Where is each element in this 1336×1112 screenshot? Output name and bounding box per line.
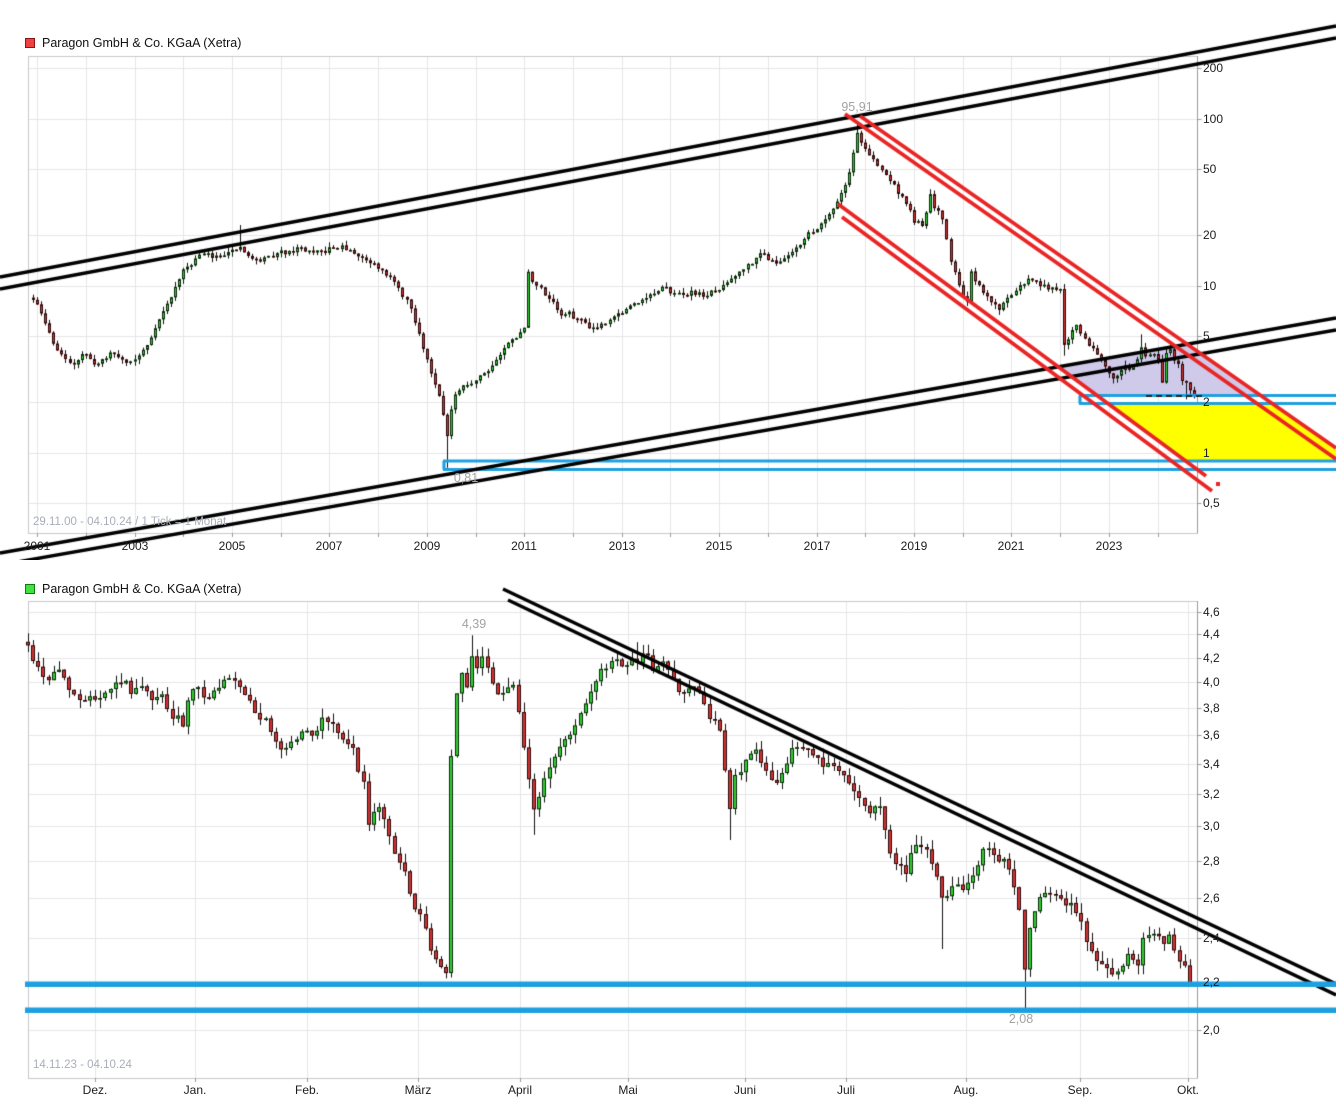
monthly-chart-canvas[interactable]: [0, 0, 1336, 560]
daily-chart-legend[interactable]: Paragon GmbH & Co. KGaA (Xetra): [25, 582, 241, 596]
monthly-date-range: 29.11.00 - 04.10.24 / 1 Tick = 1 Monat: [33, 516, 227, 528]
monthly-chart-legend[interactable]: Paragon GmbH & Co. KGaA (Xetra): [25, 36, 241, 50]
red-series-marker-icon: [25, 38, 35, 48]
daily-date-range: 14.11.23 - 04.10.24: [33, 1059, 132, 1071]
daily-chart-title: Paragon GmbH & Co. KGaA (Xetra): [42, 582, 242, 596]
daily-chart-canvas[interactable]: [0, 560, 1336, 1112]
green-series-marker-icon: [25, 584, 35, 594]
monthly-chart-title: Paragon GmbH & Co. KGaA (Xetra): [42, 36, 242, 50]
